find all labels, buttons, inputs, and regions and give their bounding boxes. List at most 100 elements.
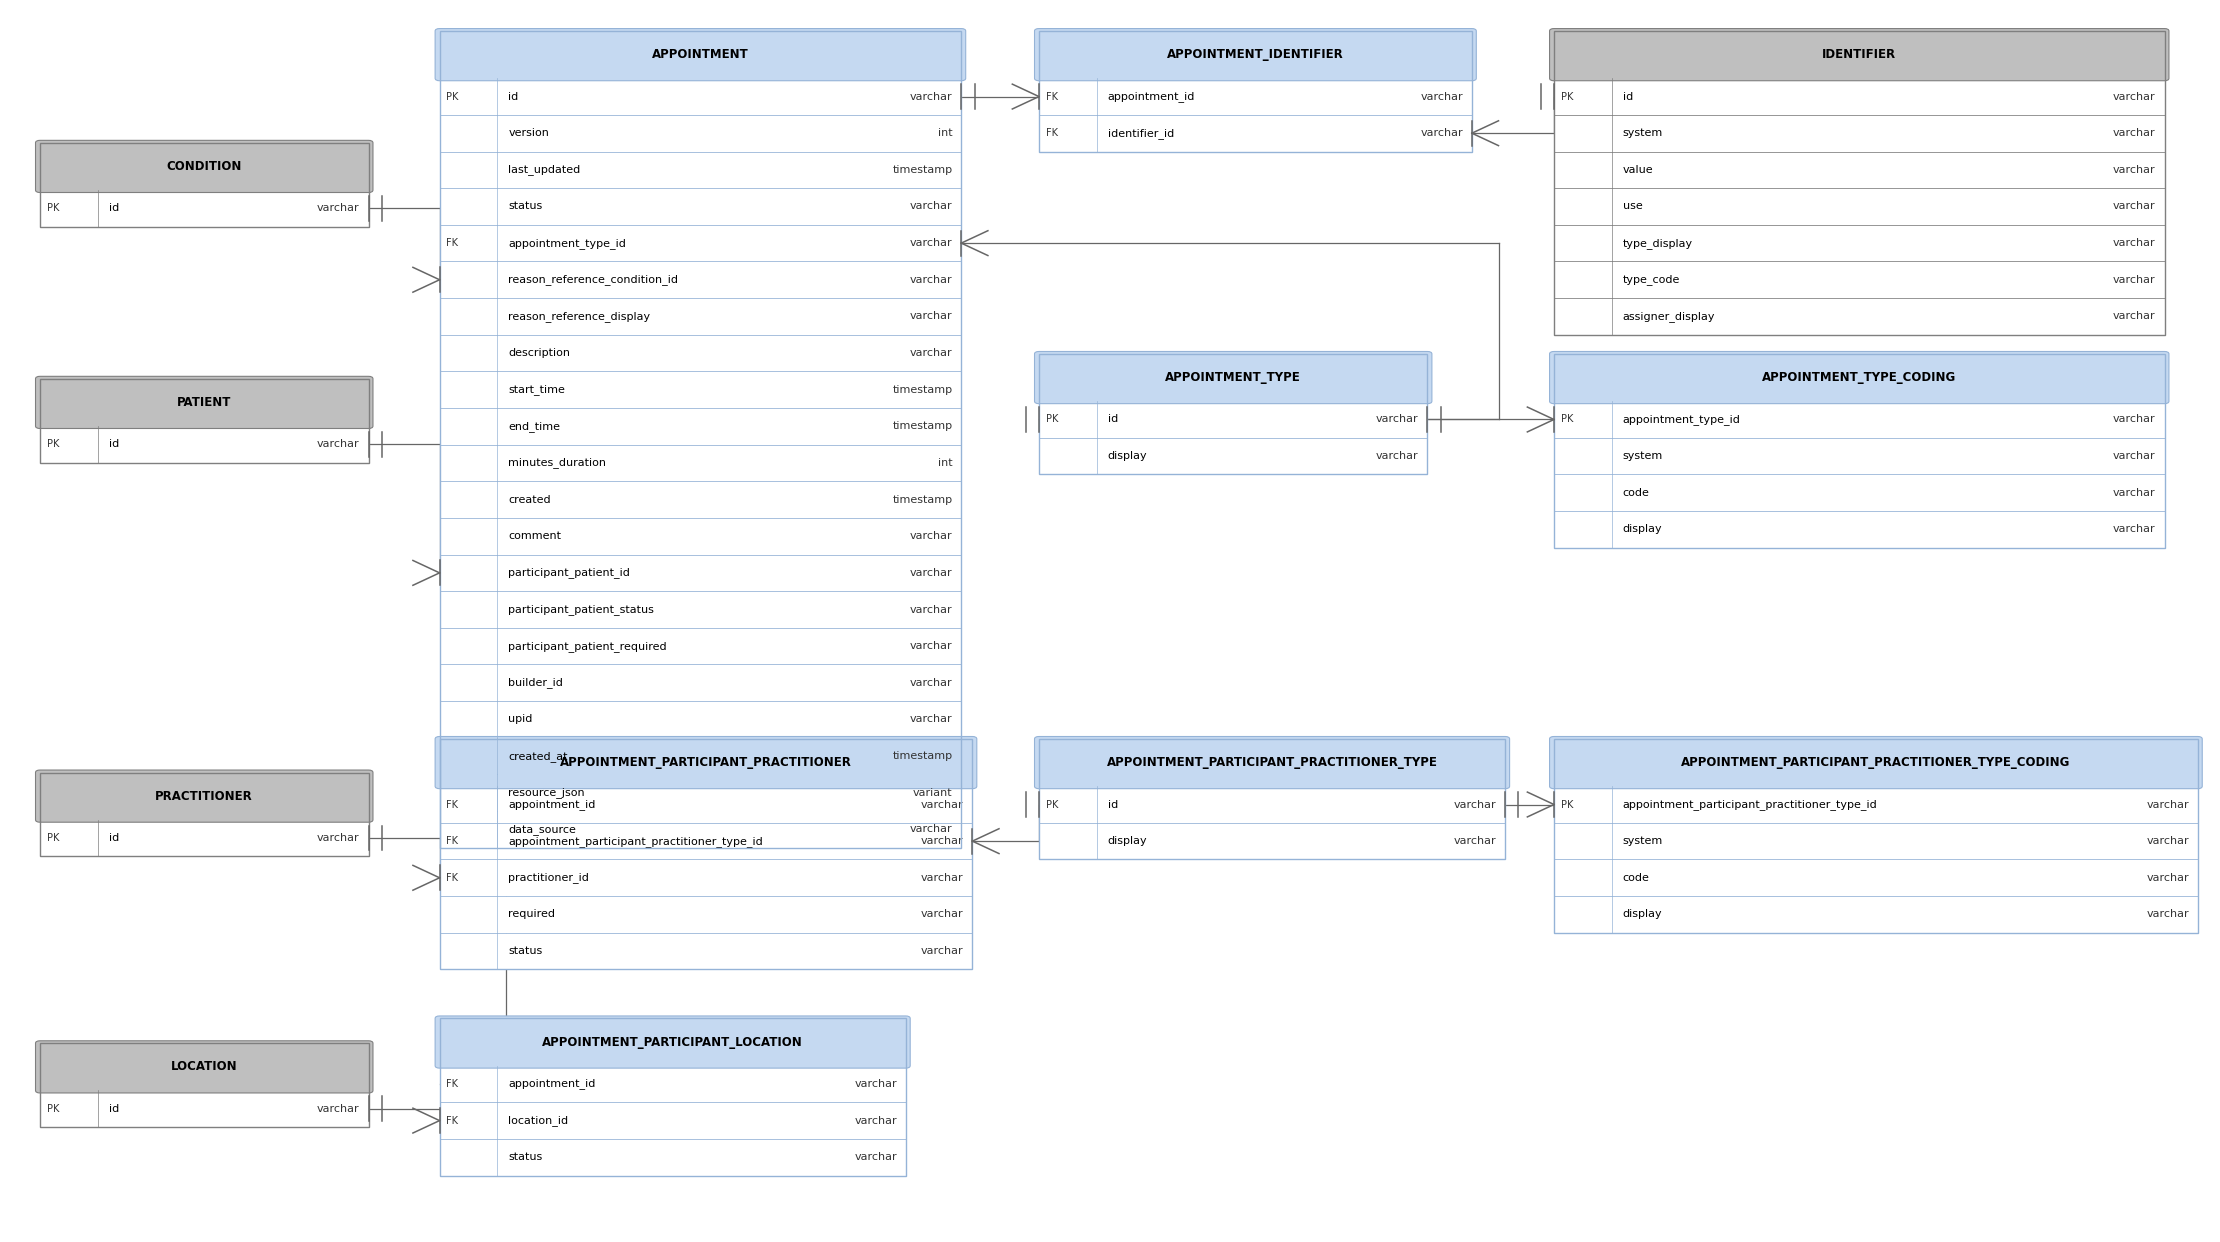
Bar: [440, 78, 961, 847]
Text: appointment_participant_practitioner_type_id: appointment_participant_practitioner_typ…: [1623, 799, 1878, 810]
Text: varchar: varchar: [317, 1104, 360, 1114]
Text: varchar: varchar: [2113, 524, 2156, 534]
Text: APPOINTMENT_PARTICIPANT_PRACTITIONER_TYPE_CODING: APPOINTMENT_PARTICIPANT_PRACTITIONER_TYP…: [1681, 756, 2071, 769]
Bar: [440, 1066, 906, 1175]
Text: PK: PK: [47, 204, 60, 214]
Bar: [1039, 437, 1427, 474]
Text: varchar: varchar: [910, 201, 952, 211]
Bar: [1554, 78, 2164, 335]
Text: timestamp: timestamp: [892, 751, 952, 761]
Text: PK: PK: [446, 92, 460, 102]
Text: created_at: created_at: [508, 750, 568, 761]
Bar: [440, 811, 961, 847]
Text: varchar: varchar: [910, 532, 952, 542]
Text: varchar: varchar: [910, 714, 952, 724]
Text: PK: PK: [1046, 800, 1059, 810]
Bar: [40, 426, 369, 462]
Text: varchar: varchar: [910, 825, 952, 835]
Text: varchar: varchar: [855, 1115, 897, 1125]
Bar: [440, 591, 961, 628]
Text: use: use: [1623, 201, 1643, 211]
Bar: [1039, 401, 1427, 437]
Text: varchar: varchar: [855, 1153, 897, 1163]
Text: identifier_id: identifier_id: [1108, 128, 1174, 139]
Text: varchar: varchar: [910, 238, 952, 248]
Text: varchar: varchar: [1454, 800, 1496, 810]
Text: participant_patient_required: participant_patient_required: [508, 641, 666, 652]
Text: varchar: varchar: [921, 836, 963, 846]
Bar: [440, 775, 961, 811]
Bar: [440, 738, 961, 775]
Text: PK: PK: [1561, 800, 1574, 810]
Text: status: status: [508, 201, 542, 211]
Bar: [1554, 152, 2164, 188]
Bar: [40, 190, 369, 226]
Bar: [1554, 739, 2198, 933]
Text: participant_patient_id: participant_patient_id: [508, 568, 630, 579]
Bar: [40, 1090, 369, 1128]
Text: int: int: [937, 128, 952, 138]
Text: appointment_id: appointment_id: [1108, 91, 1194, 102]
Text: type_display: type_display: [1623, 237, 1694, 248]
Text: FK: FK: [446, 238, 457, 248]
Bar: [1554, 437, 2164, 474]
Text: id: id: [508, 92, 519, 102]
Text: varchar: varchar: [2113, 128, 2156, 138]
Bar: [1554, 512, 2164, 548]
Text: data_source: data_source: [508, 823, 577, 835]
Text: display: display: [1623, 909, 1663, 919]
Text: IDENTIFIER: IDENTIFIER: [1823, 48, 1896, 61]
Text: varchar: varchar: [2113, 415, 2156, 425]
FancyBboxPatch shape: [1035, 737, 1510, 789]
Text: appointment_type_id: appointment_type_id: [1623, 414, 1740, 425]
Text: system: system: [1623, 451, 1663, 461]
Text: varchar: varchar: [2113, 488, 2156, 498]
Text: location_id: location_id: [508, 1115, 568, 1126]
Bar: [1039, 31, 1472, 152]
Text: varchar: varchar: [317, 440, 360, 450]
Bar: [440, 1018, 906, 1175]
Text: varchar: varchar: [2113, 92, 2156, 102]
Text: id: id: [109, 204, 120, 214]
Text: system: system: [1623, 128, 1663, 138]
FancyBboxPatch shape: [1550, 737, 2202, 789]
Text: description: description: [508, 348, 571, 358]
Text: appointment_id: appointment_id: [508, 799, 595, 810]
Text: start_time: start_time: [508, 384, 566, 395]
Text: APPOINTMENT_TYPE: APPOINTMENT_TYPE: [1166, 371, 1301, 384]
Text: varchar: varchar: [2113, 274, 2156, 284]
Bar: [440, 482, 961, 518]
Bar: [40, 379, 369, 462]
Text: status: status: [508, 946, 542, 956]
Text: APPOINTMENT: APPOINTMENT: [653, 48, 748, 61]
Bar: [440, 371, 961, 407]
Text: CONDITION: CONDITION: [166, 160, 242, 173]
Text: varchar: varchar: [2147, 836, 2189, 846]
Text: FK: FK: [446, 1115, 457, 1125]
Text: display: display: [1108, 836, 1148, 846]
Bar: [440, 188, 961, 225]
Bar: [1554, 262, 2164, 298]
Bar: [440, 116, 961, 152]
Text: varchar: varchar: [910, 274, 952, 284]
Bar: [440, 78, 961, 116]
Bar: [40, 820, 369, 857]
FancyBboxPatch shape: [435, 737, 977, 789]
Bar: [440, 628, 961, 664]
Text: APPOINTMENT_PARTICIPANT_LOCATION: APPOINTMENT_PARTICIPANT_LOCATION: [542, 1036, 804, 1048]
Bar: [440, 897, 972, 933]
Bar: [40, 1043, 369, 1128]
Bar: [1039, 822, 1505, 859]
Text: display: display: [1623, 524, 1663, 534]
Bar: [440, 739, 972, 969]
Text: int: int: [937, 458, 952, 468]
Text: appointment_type_id: appointment_type_id: [508, 237, 626, 248]
Bar: [1554, 401, 2164, 437]
Text: varchar: varchar: [1376, 451, 1419, 461]
FancyBboxPatch shape: [36, 140, 373, 193]
Text: timestamp: timestamp: [892, 385, 952, 395]
Bar: [440, 335, 961, 371]
Text: varchar: varchar: [910, 568, 952, 578]
Text: varchar: varchar: [317, 204, 360, 214]
Bar: [1554, 78, 2164, 116]
